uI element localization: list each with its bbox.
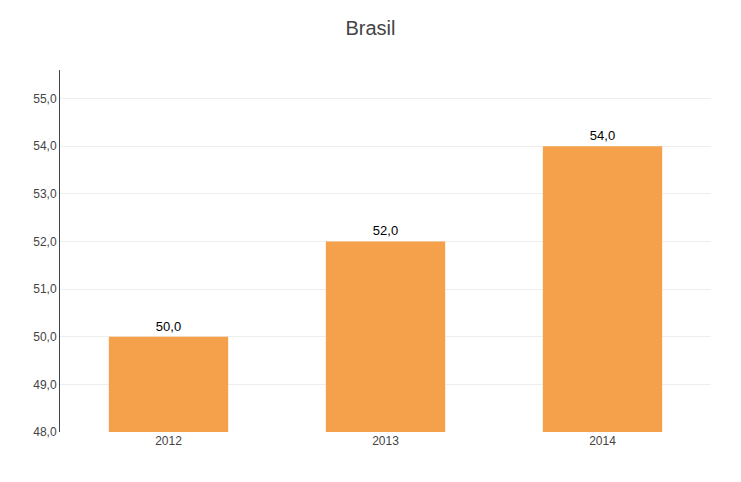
svg-text:51,0: 51,0 xyxy=(33,282,57,296)
svg-text:50,0: 50,0 xyxy=(156,319,181,334)
svg-text:2014: 2014 xyxy=(589,434,616,448)
svg-text:2013: 2013 xyxy=(372,434,399,448)
svg-text:54,0: 54,0 xyxy=(590,128,615,143)
svg-text:53,0: 53,0 xyxy=(33,187,57,201)
svg-text:48,0: 48,0 xyxy=(33,425,57,439)
svg-text:52,0: 52,0 xyxy=(33,235,57,249)
svg-text:55,0: 55,0 xyxy=(33,92,57,106)
svg-text:52,0: 52,0 xyxy=(373,223,398,238)
svg-text:54,0: 54,0 xyxy=(33,139,57,153)
svg-text:2012: 2012 xyxy=(155,434,182,448)
svg-text:Brasil: Brasil xyxy=(345,17,395,39)
svg-text:49,0: 49,0 xyxy=(33,378,57,392)
svg-text:50,0: 50,0 xyxy=(33,330,57,344)
